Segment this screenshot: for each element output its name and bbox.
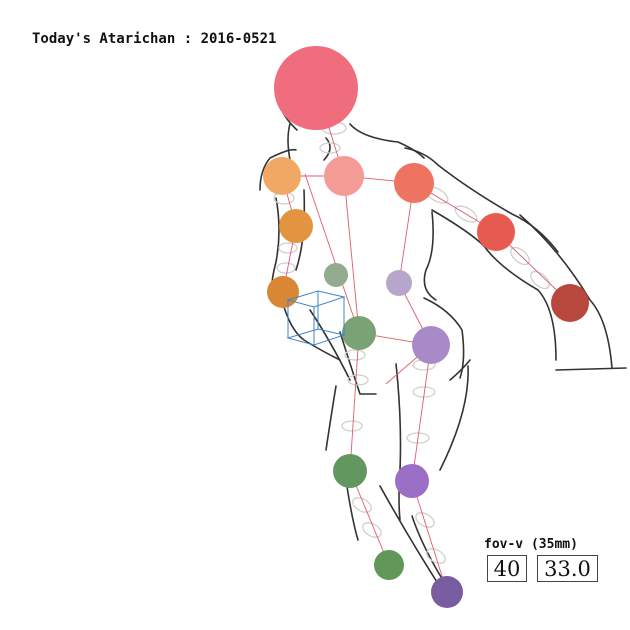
shoulder-right-joint	[394, 163, 434, 203]
wrist-left-joint	[267, 276, 299, 308]
chest-left-joint	[324, 263, 348, 287]
body-outline	[259, 52, 627, 591]
knee-right-joint	[395, 464, 429, 498]
knee-left-joint	[333, 454, 367, 488]
joints	[263, 46, 589, 608]
ankle-right-joint	[431, 576, 463, 608]
ankle-left-joint	[374, 550, 404, 580]
page-title: Today's Atarichan : 2016-0521	[32, 31, 277, 47]
shoulder-left-joint	[263, 157, 301, 195]
hip-right-joint	[412, 326, 450, 364]
fov-mm-input[interactable]: 33.0	[537, 555, 598, 582]
wrist-right-joint	[551, 284, 589, 322]
fov-vertical-input[interactable]: 40	[487, 555, 527, 582]
fov-label: fov-v (35mm)	[484, 537, 578, 552]
chest-right-joint	[386, 270, 412, 296]
hip-left-joint	[342, 316, 376, 350]
head-joint	[274, 46, 358, 130]
neck-joint	[324, 156, 364, 196]
elbow-left-joint	[279, 209, 313, 243]
cube-gizmo-icon[interactable]	[286, 290, 346, 346]
elbow-right-joint	[477, 213, 515, 251]
